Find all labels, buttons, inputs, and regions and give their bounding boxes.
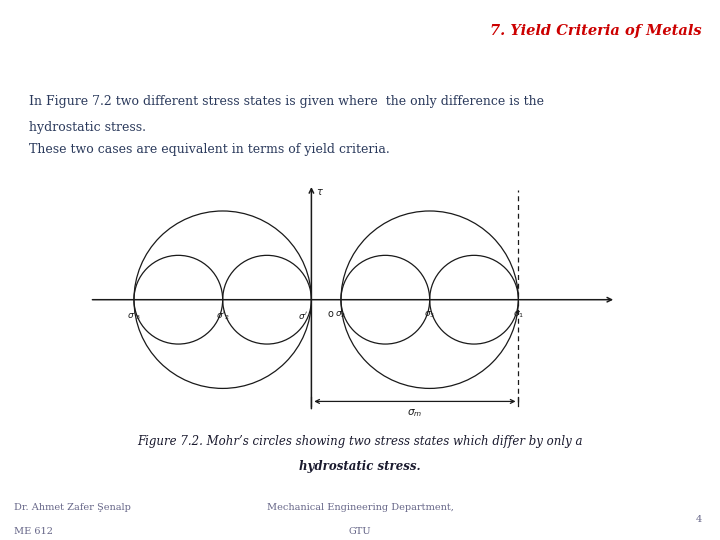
Text: GTU: GTU (348, 526, 372, 536)
Text: hydrostatic stress.: hydrostatic stress. (300, 460, 420, 473)
Text: $\sigma_2$: $\sigma_2$ (336, 310, 346, 320)
Text: Mechanical Engineering Department,: Mechanical Engineering Department, (266, 503, 454, 512)
Text: $\sigma'_3$: $\sigma'_3$ (127, 310, 141, 322)
Text: 4: 4 (696, 515, 702, 524)
Text: $\sigma_m$: $\sigma_m$ (408, 407, 423, 419)
Text: hydrostatic stress.: hydrostatic stress. (29, 122, 145, 134)
Text: These two cases are equivalent in terms of yield criteria.: These two cases are equivalent in terms … (29, 143, 390, 156)
Text: In Figure 7.2 two different stress states is given where  the only difference is: In Figure 7.2 two different stress state… (29, 94, 544, 107)
Text: $\sigma'_2$: $\sigma'_2$ (216, 310, 230, 322)
Text: $\tau$: $\tau$ (315, 187, 323, 197)
Text: Dr. Ahmet Zafer Şenalp: Dr. Ahmet Zafer Şenalp (14, 503, 131, 512)
Text: o: o (328, 308, 334, 319)
Text: $\sigma'$: $\sigma'$ (297, 310, 307, 321)
Text: $\sigma_1$: $\sigma_1$ (513, 310, 524, 320)
Text: $\sigma_3$: $\sigma_3$ (424, 310, 436, 320)
Text: 7. Yield Criteria of Metals: 7. Yield Criteria of Metals (490, 24, 702, 38)
Text: Figure 7.2. Mohr’s circles showing two stress states which differ by only a: Figure 7.2. Mohr’s circles showing two s… (138, 435, 582, 448)
Text: ME 612: ME 612 (14, 526, 53, 536)
